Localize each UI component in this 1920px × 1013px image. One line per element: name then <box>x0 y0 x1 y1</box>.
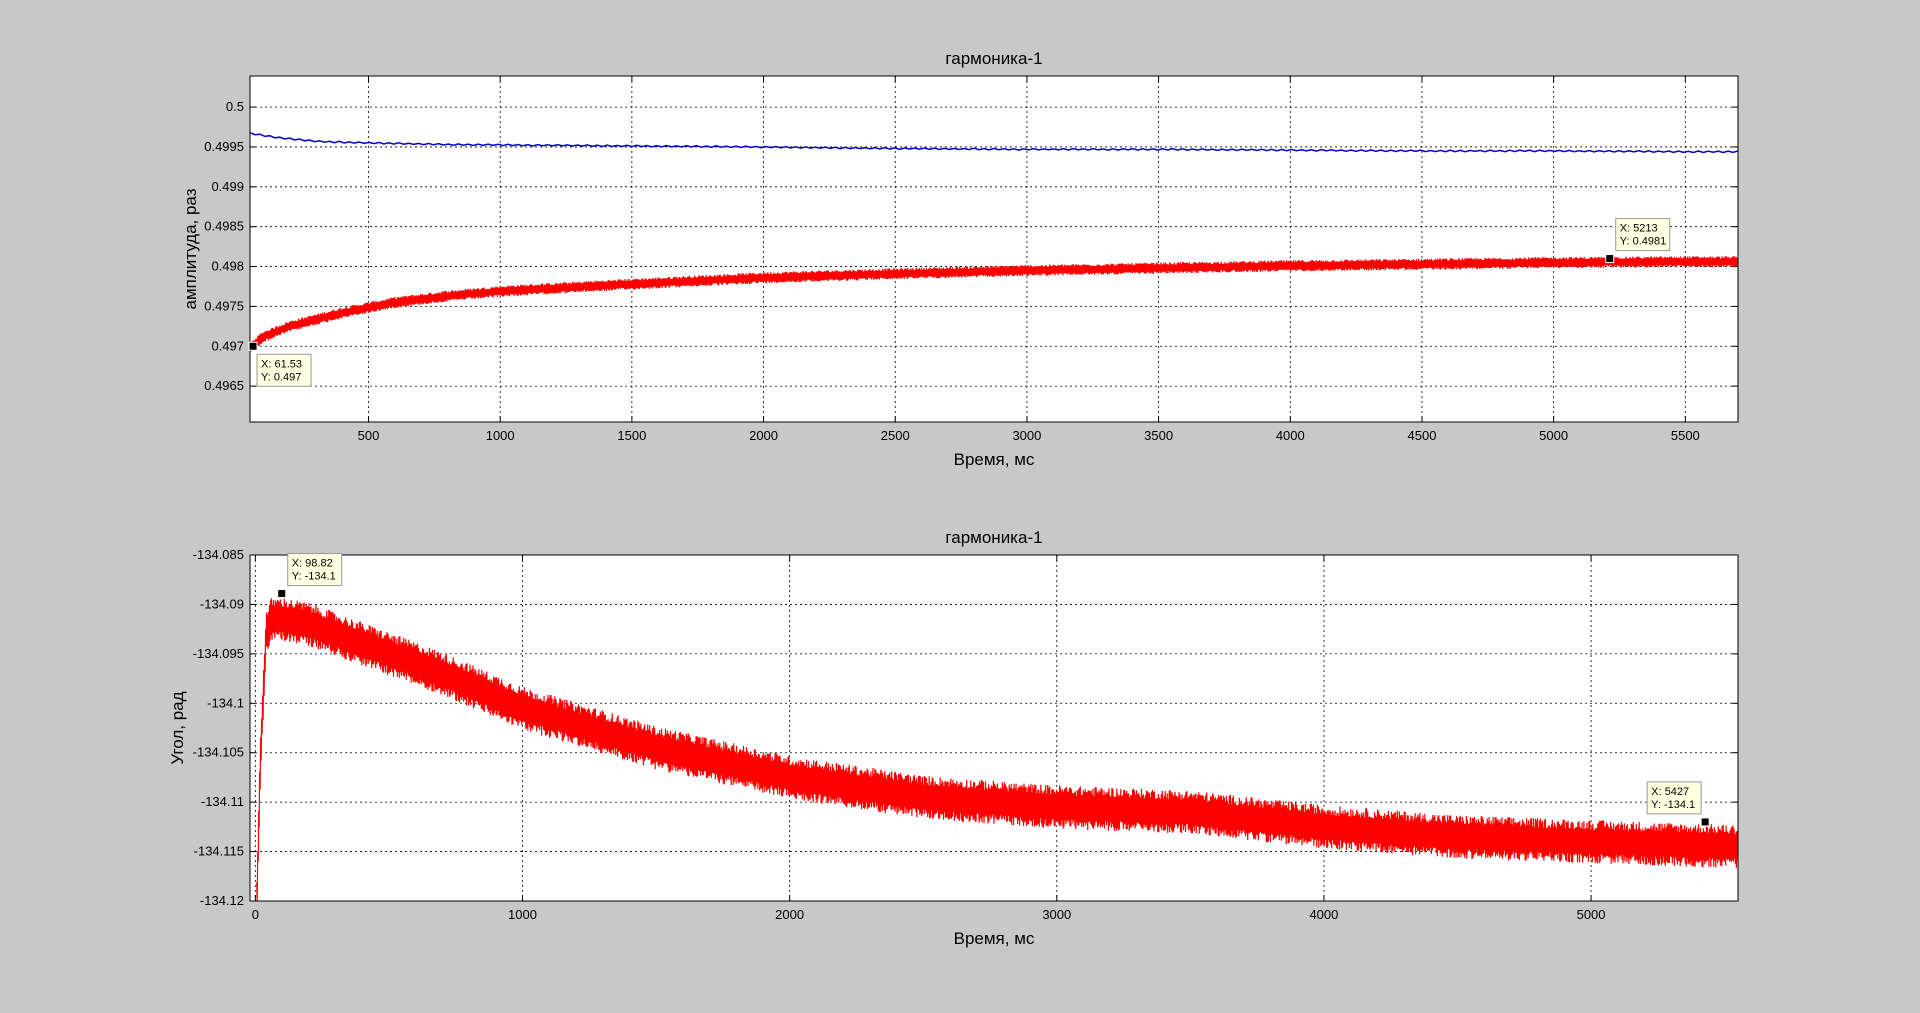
datatip-y-text: Y: -134.1 <box>292 571 336 583</box>
datatip-box[interactable] <box>287 553 343 587</box>
plot-area <box>250 76 1738 422</box>
x-tick-label: 4500 <box>1408 428 1437 443</box>
datatip-marker[interactable] <box>1700 817 1710 827</box>
x-tick-label: 500 <box>358 428 380 443</box>
x-tick-label: 4000 <box>1276 428 1305 443</box>
angle-plot: 0 1000 2000 3000 4000 5000 -134.12 -134.115 -134… <box>168 528 1739 948</box>
x-tick-label: 1000 <box>508 907 537 922</box>
y-tick-label: -134.115 <box>194 844 244 859</box>
datatip-x-text: X: 5427 <box>1651 786 1689 798</box>
y-tick-label: 0.497 <box>211 338 244 353</box>
x-tick-label: 2000 <box>749 428 778 443</box>
datatip-y-text: Y: -134.1 <box>1651 799 1695 811</box>
axes-frame <box>249 554 1739 902</box>
datatip-marker[interactable] <box>1605 254 1615 264</box>
x-tick-label: 4000 <box>1309 907 1338 922</box>
axes-frame <box>249 75 1739 423</box>
series-line <box>250 256 1738 352</box>
y-tick-label: 0.4965 <box>204 378 244 393</box>
datatip-y-text: Y: 0.497 <box>261 371 301 383</box>
datatip-x-text: X: 98.82 <box>292 558 333 570</box>
y-tick-label: -134.1 <box>207 695 244 710</box>
datatip-x-text: X: 5213 <box>1620 223 1658 235</box>
y-tick-label: 0.4985 <box>204 219 244 234</box>
x-tick-label: 2500 <box>881 428 910 443</box>
y-tick-label: -134.11 <box>201 794 244 809</box>
y-tick-label: -134.09 <box>200 596 244 611</box>
x-tick-label: 5000 <box>1539 428 1568 443</box>
y-tick-label: -134.095 <box>193 646 244 661</box>
y-tick-label: 0.4995 <box>204 139 244 154</box>
x-tick-label: 1500 <box>617 428 646 443</box>
y-axis-label: амплитуда, раз <box>181 188 200 309</box>
x-tick-label: 1000 <box>486 428 515 443</box>
y-tick-label: 0.5 <box>226 99 244 114</box>
x-tick-label: 0 <box>252 907 259 922</box>
datatip-x-text: X: 61.53 <box>261 358 302 370</box>
y-tick-label: -134.085 <box>193 547 244 562</box>
x-tick-label: 3000 <box>1042 907 1071 922</box>
x-axis-label: Время, мс <box>954 929 1035 948</box>
datatip-marker[interactable] <box>248 341 258 351</box>
x-tick-label: 5000 <box>1577 907 1606 922</box>
chart-title: гармоника-1 <box>945 49 1042 68</box>
x-tick-label: 3000 <box>1012 428 1041 443</box>
x-tick-label: 2000 <box>775 907 804 922</box>
amplitude-plot: 500 1000 1500 2000 2500 3000 3500 4000 4500 5000 5… <box>181 49 1739 469</box>
series-line <box>250 132 1738 154</box>
datatip-box[interactable] <box>1646 781 1702 815</box>
datatip-y-text: Y: 0.4981 <box>1620 236 1667 248</box>
series-line <box>256 598 1738 901</box>
y-tick-label: 0.4975 <box>204 298 244 313</box>
x-axis-label: Время, мс <box>954 450 1035 469</box>
x-tick-label: 3500 <box>1144 428 1173 443</box>
chart-title: гармоника-1 <box>945 528 1042 547</box>
y-tick-label: -134.12 <box>200 893 244 908</box>
y-tick-label: 0.498 <box>211 259 244 274</box>
datatip-box[interactable] <box>1615 218 1671 252</box>
datatip-marker[interactable] <box>277 589 287 599</box>
y-axis-label: Угол, рад <box>168 691 187 764</box>
x-tick-label: 5500 <box>1671 428 1700 443</box>
y-tick-label: 0.499 <box>211 179 244 194</box>
datatip-box[interactable] <box>256 353 312 387</box>
y-tick-label: -134.105 <box>193 745 244 760</box>
